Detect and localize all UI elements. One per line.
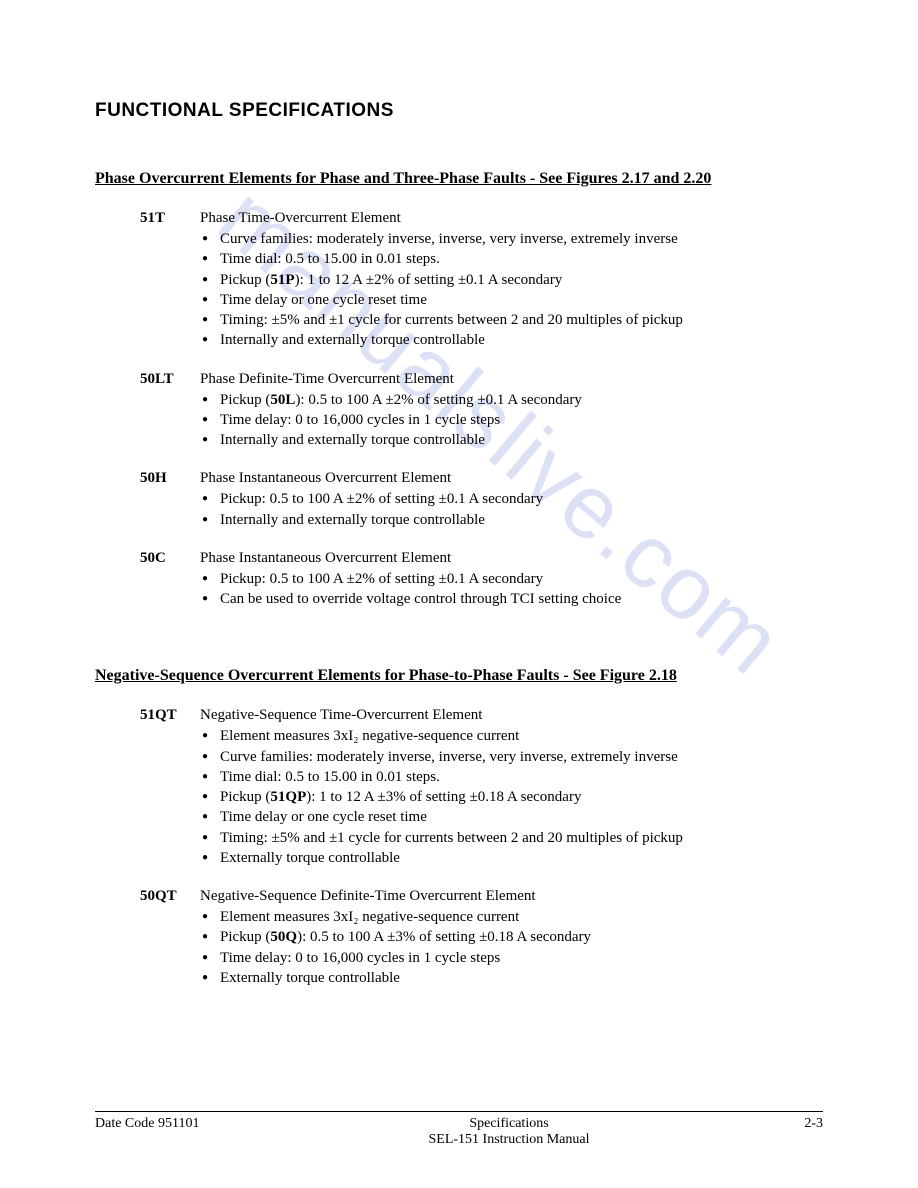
spec-bullet: Pickup: 0.5 to 100 A ±2% of setting ±0.1… [200, 569, 823, 589]
spec-label: 50LT [140, 371, 200, 388]
section-1-body: 51TPhase Time-Overcurrent Element Curve f… [95, 210, 823, 609]
spec-block: 50CPhase Instantaneous Overcurrent Eleme… [95, 550, 823, 610]
spec-bullet-list: Curve families: moderately inverse, inve… [200, 229, 823, 351]
spec-block: 50HPhase Instantaneous Overcurrent Eleme… [95, 470, 823, 530]
spec-bullet: Time dial: 0.5 to 15.00 in 0.01 steps. [200, 249, 823, 269]
spec-block: 50QTNegative-Sequence Definite-Time Over… [95, 888, 823, 988]
section-2-body: 51QTNegative-Sequence Time-Overcurrent E… [95, 707, 823, 988]
spec-bullet-list: Element measures 3xI₂ negative-sequence … [200, 726, 823, 868]
spec-bullet: Timing: ±5% and ±1 cycle for currents be… [200, 828, 823, 848]
spec-title: Phase Time-Overcurrent Element [200, 210, 823, 227]
spec-title: Phase Instantaneous Overcurrent Element [200, 550, 823, 567]
spec-bullet: Curve families: moderately inverse, inve… [200, 747, 823, 767]
spec-bullet: Externally torque controllable [200, 968, 823, 988]
spec-title: Phase Definite-Time Overcurrent Element [200, 371, 823, 388]
spec-bullet: Pickup (50Q): 0.5 to 100 A ±3% of settin… [200, 927, 823, 947]
spec-bullet-list: Pickup (50L): 0.5 to 100 A ±2% of settin… [200, 390, 823, 451]
spec-bullet: Externally torque controllable [200, 848, 823, 868]
section-1-heading: Phase Overcurrent Elements for Phase and… [95, 170, 823, 188]
spec-body: Negative-Sequence Time-Overcurrent Eleme… [200, 707, 823, 868]
spec-title: Negative-Sequence Time-Overcurrent Eleme… [200, 707, 823, 724]
spec-bullet: Can be used to override voltage control … [200, 589, 823, 609]
footer-section-title: Specifications [275, 1116, 743, 1132]
spec-bullet: Curve families: moderately inverse, inve… [200, 229, 823, 249]
spec-label: 51QT [140, 707, 200, 724]
spec-bullet: Pickup (51P): 1 to 12 A ±2% of setting ±… [200, 270, 823, 290]
footer-page-number: 2-3 [743, 1116, 823, 1148]
spec-bullet: Time dial: 0.5 to 15.00 in 0.01 steps. [200, 767, 823, 787]
spec-bullet: Internally and externally torque control… [200, 510, 823, 530]
spec-bullet-list: Pickup: 0.5 to 100 A ±2% of setting ±0.1… [200, 489, 823, 530]
page-footer: Date Code 951101 Specifications SEL-151 … [95, 1111, 823, 1148]
spec-bullet-list: Element measures 3xI₂ negative-sequence … [200, 907, 823, 988]
spec-bullet: Time delay or one cycle reset time [200, 807, 823, 827]
spec-label: 51T [140, 210, 200, 227]
spec-label: 50QT [140, 888, 200, 905]
spec-bullet: Internally and externally torque control… [200, 430, 823, 450]
spec-label: 50C [140, 550, 200, 567]
spec-title: Phase Instantaneous Overcurrent Element [200, 470, 823, 487]
spec-bullet: Pickup: 0.5 to 100 A ±2% of setting ±0.1… [200, 489, 823, 509]
page-title: FUNCTIONAL SPECIFICATIONS [95, 100, 823, 122]
spec-bullet: Timing: ±5% and ±1 cycle for currents be… [200, 310, 823, 330]
spec-body: Phase Instantaneous Overcurrent Element P… [200, 550, 823, 610]
spec-body: Negative-Sequence Definite-Time Overcurr… [200, 888, 823, 988]
spec-bullet: Time delay: 0 to 16,000 cycles in 1 cycl… [200, 948, 823, 968]
spec-body: Phase Time-Overcurrent Element Curve fami… [200, 210, 823, 351]
spec-bullet-list: Pickup: 0.5 to 100 A ±2% of setting ±0.1… [200, 569, 823, 610]
spec-body: Phase Instantaneous Overcurrent Element P… [200, 470, 823, 530]
footer-date-code: Date Code 951101 [95, 1116, 275, 1148]
spec-bullet: Internally and externally torque control… [200, 330, 823, 350]
spec-bullet: Pickup (51QP): 1 to 12 A ±3% of setting … [200, 787, 823, 807]
section-2-heading: Negative-Sequence Overcurrent Elements f… [95, 667, 823, 685]
spec-label: 50H [140, 470, 200, 487]
spec-bullet: Element measures 3xI₂ negative-sequence … [200, 907, 823, 927]
footer-manual-title: SEL-151 Instruction Manual [275, 1132, 743, 1148]
spec-body: Phase Definite-Time Overcurrent Element P… [200, 371, 823, 451]
spec-block: 50LTPhase Definite-Time Overcurrent Elem… [95, 371, 823, 451]
spec-block: 51TPhase Time-Overcurrent Element Curve f… [95, 210, 823, 351]
spec-bullet: Time delay: 0 to 16,000 cycles in 1 cycl… [200, 410, 823, 430]
spec-block: 51QTNegative-Sequence Time-Overcurrent E… [95, 707, 823, 868]
spec-title: Negative-Sequence Definite-Time Overcurr… [200, 888, 823, 905]
spec-bullet: Element measures 3xI₂ negative-sequence … [200, 726, 823, 746]
spec-bullet: Time delay or one cycle reset time [200, 290, 823, 310]
spec-bullet: Pickup (50L): 0.5 to 100 A ±2% of settin… [200, 390, 823, 410]
